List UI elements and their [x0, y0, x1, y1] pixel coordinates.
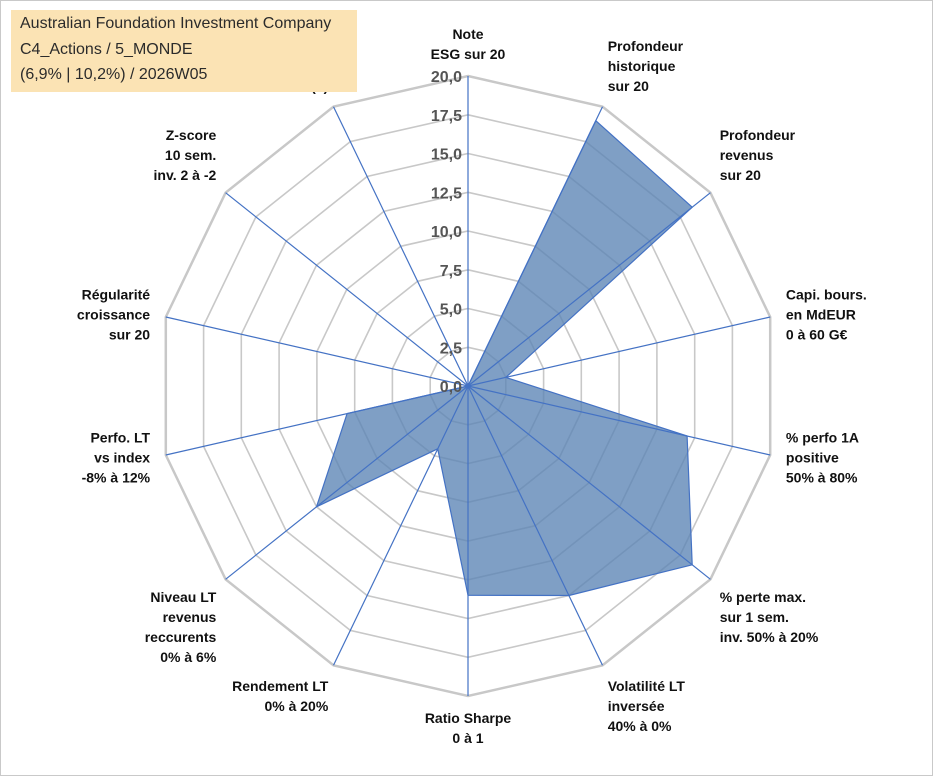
axis-label-line: inv. 50% à 20% — [720, 629, 819, 645]
tick-label: 2,5 — [440, 340, 462, 357]
tick-label: 20,0 — [431, 69, 462, 86]
radar-spoke — [165, 385, 469, 456]
title-box: Australian Foundation Investment Company… — [11, 10, 357, 92]
axis-label-line: Niveau LT — [150, 589, 216, 605]
axis-label-line: -8% à 12% — [82, 470, 151, 486]
axis-label: % perte max. sur 1 sem. inv. 50% à 20% — [720, 589, 819, 645]
axis-label-line: % perte max. — [720, 589, 806, 605]
axis-label-line: ESG sur 20 — [431, 46, 506, 62]
radar-spoke — [225, 385, 469, 580]
category-label: C4_Actions / 5_MONDE — [20, 41, 193, 58]
axis-label-line: 0% à 6% — [160, 649, 217, 665]
axis-label-line: 0 à 1 — [452, 730, 483, 746]
radar-spoke — [165, 316, 469, 387]
axis-label-line: sur 20 — [109, 326, 150, 342]
tick-label: 12,5 — [431, 185, 462, 202]
axis-label-line: Note — [452, 26, 483, 42]
axis-label: Ratio Sharpe 0 à 1 — [425, 710, 512, 746]
tick-label: 0,0 — [440, 379, 462, 396]
axis-label-line: 0% à 20% — [264, 698, 328, 714]
radar-spokes — [165, 76, 771, 696]
axis-label-line: historique — [608, 58, 676, 74]
axis-label-line: sur 1 sem. — [720, 609, 789, 625]
radar-spoke — [332, 106, 469, 387]
axis-label: Perfo. LT vs index -8% à 12% — [82, 430, 151, 486]
axis-label: Niveau LT revenus reccurents 0% à 6% — [145, 589, 217, 665]
axis-label-line: Perfo. LT — [90, 430, 150, 446]
axis-label-line: positive — [786, 450, 839, 466]
radar-spoke — [225, 192, 469, 387]
axis-label-line: 0 à 60 G€ — [786, 326, 848, 342]
axis-label: Note ESG sur 20 — [431, 26, 506, 62]
axis-label-line: en MdEUR — [786, 306, 856, 322]
tick-label: 15,0 — [431, 147, 462, 164]
radar-tick-labels: 0,0 2,5 5,0 7,5 10,0 12,5 15,0 17,5 20,0 — [431, 69, 462, 396]
tick-label: 17,5 — [431, 108, 462, 125]
radar-spoke — [332, 385, 469, 666]
radar-spoke — [467, 106, 604, 387]
tick-label: 7,5 — [440, 263, 462, 280]
axis-label-line: 40% à 0% — [608, 718, 672, 734]
axis-label-line: inversée — [608, 698, 665, 714]
axis-label: Rendement LT 0% à 20% — [232, 678, 329, 714]
axis-label-line: Profondeur — [720, 127, 796, 143]
radar-axis-labels: Note ESG sur 20 Profondeur historique sur 20… — [77, 26, 867, 746]
radar-spoke — [467, 385, 711, 580]
radar-spoke — [467, 192, 711, 387]
axis-label: Régularité croissance sur 20 — [77, 286, 150, 342]
axis-label: Z-score 10 sem. inv. 2 à -2 — [154, 127, 217, 183]
axis-label-line: sur 20 — [608, 78, 649, 94]
axis-label-line: 10 sem. — [165, 147, 216, 163]
tick-label: 10,0 — [431, 224, 462, 241]
axis-label-line: Capi. bours. — [786, 286, 867, 302]
axis-label-line: Rendement LT — [232, 678, 329, 694]
axis-label-line: reccurents — [145, 629, 217, 645]
axis-label-line: croissance — [77, 306, 150, 322]
axis-label-line: vs index — [94, 450, 150, 466]
axis-label-line: 50% à 80% — [786, 470, 858, 486]
company-name: Australian Foundation Investment Company — [20, 15, 332, 32]
axis-label-line: Z-score — [166, 127, 217, 143]
axis-label: Volatilité LT inversée 40% à 0% — [608, 678, 686, 734]
axis-label-line: Régularité — [82, 286, 151, 302]
axis-label: % perfo 1A positive 50% à 80% — [786, 430, 859, 486]
axis-label-line: % perfo 1A — [786, 430, 859, 446]
series-area — [315, 120, 693, 597]
axis-label-line: Volatilité LT — [608, 678, 686, 694]
axis-label: Profondeur historique sur 20 — [608, 38, 684, 94]
radar-spoke — [467, 316, 771, 387]
axis-label: Profondeur revenus sur 20 — [720, 127, 796, 183]
radar-spoke — [467, 385, 604, 666]
radar-spoke — [467, 385, 771, 456]
axis-label-line: Ratio Sharpe — [425, 710, 512, 726]
tick-label: 5,0 — [440, 302, 462, 319]
axis-label-line: inv. 2 à -2 — [154, 167, 217, 183]
axis-label-line: Profondeur — [608, 38, 684, 54]
axis-label-line: revenus — [720, 147, 774, 163]
axis-label: Capi. bours. en MdEUR 0 à 60 G€ — [786, 286, 867, 342]
stats-label: (6,9% | 10,2%) / 2026W05 — [20, 66, 208, 83]
axis-label-line: revenus — [163, 609, 217, 625]
radar-series — [315, 120, 693, 597]
axis-label-line: sur 20 — [720, 167, 761, 183]
